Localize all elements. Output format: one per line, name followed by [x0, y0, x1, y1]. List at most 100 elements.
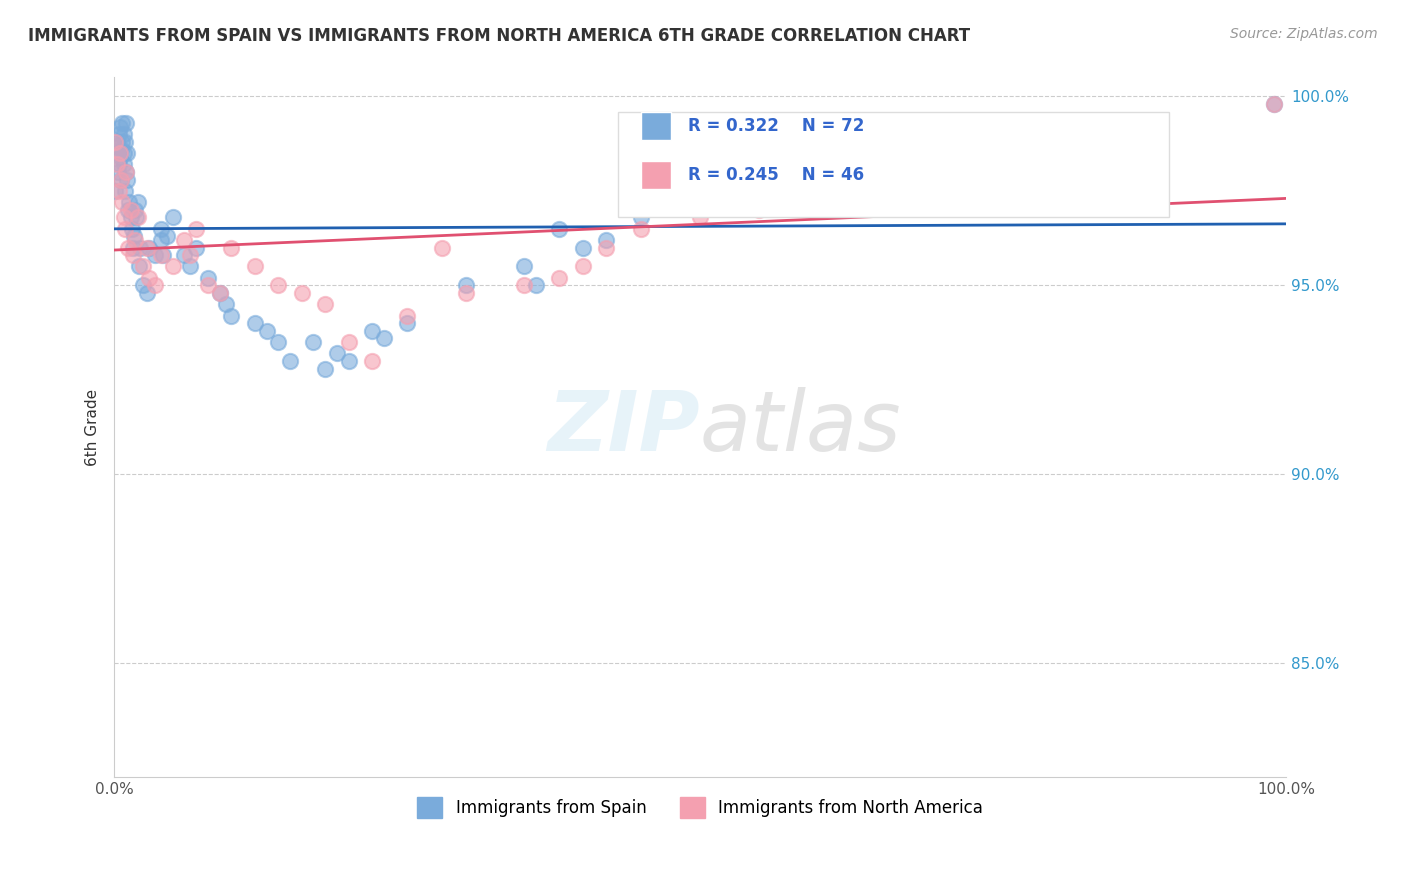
Text: Source: ZipAtlas.com: Source: ZipAtlas.com: [1230, 27, 1378, 41]
Point: [129, 241, 152, 255]
Point: [115, 165, 138, 179]
Point: [179, 248, 201, 262]
Point: [117, 202, 139, 217]
Point: [396, 309, 419, 323]
Point: [120, 211, 142, 225]
Point: [221, 309, 243, 323]
Point: [108, 120, 131, 134]
Point: [748, 202, 770, 217]
Point: [267, 335, 290, 350]
Point: [122, 241, 145, 255]
Point: [630, 211, 652, 225]
Point: [162, 260, 184, 274]
Point: [1040, 146, 1063, 161]
Point: [115, 165, 138, 179]
Point: [373, 331, 395, 345]
Point: [173, 233, 195, 247]
Point: [243, 260, 266, 274]
Point: [595, 241, 617, 255]
Point: [108, 150, 131, 164]
Point: [595, 233, 617, 247]
Point: [314, 361, 336, 376]
Point: [806, 195, 828, 210]
Point: [572, 260, 595, 274]
Point: [152, 248, 174, 262]
Text: R = 0.245    N = 46: R = 0.245 N = 46: [689, 167, 865, 185]
Point: [108, 184, 131, 198]
Point: [267, 278, 290, 293]
Text: R = 0.322    N = 72: R = 0.322 N = 72: [689, 118, 865, 136]
Point: [1040, 127, 1063, 141]
Point: [150, 221, 173, 235]
Point: [326, 346, 349, 360]
Point: [112, 146, 135, 161]
Point: [689, 172, 711, 186]
Point: [124, 202, 146, 217]
Point: [454, 278, 477, 293]
Point: [208, 285, 231, 300]
Point: [132, 260, 155, 274]
Point: [630, 221, 652, 235]
Point: [136, 241, 159, 255]
Point: [114, 135, 136, 149]
Point: [314, 297, 336, 311]
Point: [197, 270, 219, 285]
Point: [138, 241, 160, 255]
Point: [111, 116, 134, 130]
Point: [127, 195, 149, 210]
Point: [432, 241, 454, 255]
Point: [513, 278, 536, 293]
Point: [513, 260, 536, 274]
Point: [256, 324, 278, 338]
Point: [127, 211, 149, 225]
Point: [104, 184, 127, 198]
Point: [806, 165, 828, 179]
Point: [104, 135, 127, 149]
Point: [278, 354, 301, 368]
Point: [337, 354, 360, 368]
Point: [208, 285, 231, 300]
Point: [112, 127, 135, 141]
Text: ZIP: ZIP: [547, 386, 700, 467]
Point: [186, 241, 208, 255]
Point: [124, 233, 146, 247]
Point: [110, 172, 132, 186]
Point: [243, 316, 266, 330]
Point: [114, 221, 136, 235]
Point: [454, 285, 477, 300]
Point: [132, 278, 155, 293]
Point: [115, 146, 138, 161]
Point: [150, 233, 173, 247]
Point: [125, 211, 148, 225]
Point: [110, 142, 132, 156]
Point: [112, 211, 135, 225]
Point: [108, 127, 131, 141]
Point: [136, 285, 159, 300]
Point: [548, 221, 571, 235]
Point: [117, 241, 139, 255]
Point: [122, 229, 145, 244]
Point: [108, 146, 131, 161]
Point: [179, 260, 201, 274]
Point: [156, 229, 179, 244]
Point: [173, 248, 195, 262]
Point: [115, 116, 138, 130]
Point: [105, 157, 128, 171]
Point: [143, 278, 166, 293]
Point: [221, 241, 243, 255]
Point: [115, 172, 138, 186]
Point: [689, 211, 711, 225]
Point: [924, 172, 946, 186]
Point: [924, 146, 946, 161]
Point: [112, 157, 135, 171]
Point: [105, 135, 128, 149]
Text: IMMIGRANTS FROM SPAIN VS IMMIGRANTS FROM NORTH AMERICA 6TH GRADE CORRELATION CHA: IMMIGRANTS FROM SPAIN VS IMMIGRANTS FROM…: [28, 27, 970, 45]
Point: [214, 297, 236, 311]
Point: [128, 260, 150, 274]
Point: [107, 165, 129, 179]
Point: [111, 195, 134, 210]
FancyBboxPatch shape: [619, 112, 1168, 218]
Point: [107, 146, 129, 161]
Point: [548, 270, 571, 285]
Text: atlas: atlas: [700, 386, 901, 467]
